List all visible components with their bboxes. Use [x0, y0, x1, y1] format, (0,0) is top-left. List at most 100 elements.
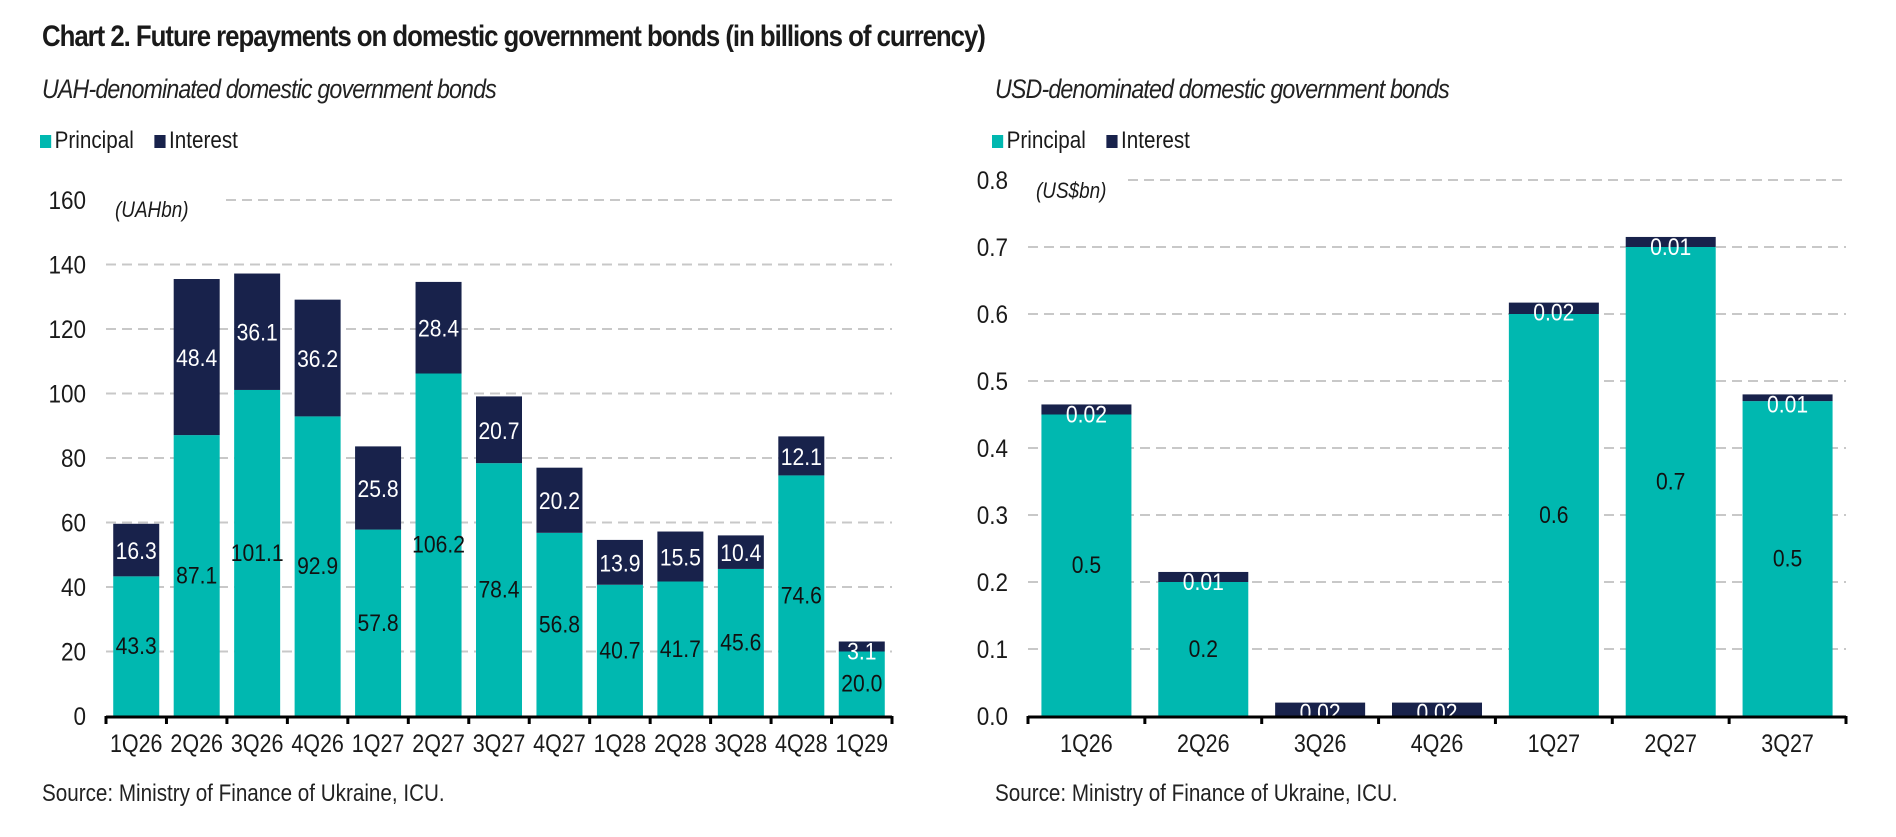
- uah-legend: Principal Interest: [40, 127, 259, 155]
- principal-data-label: 0.6: [1539, 502, 1568, 529]
- principal-bar: [415, 373, 462, 716]
- usd-source-note: Source: Ministry of Finance of Ukraine, …: [995, 780, 1398, 807]
- x-tick-label: 3Q28: [715, 729, 768, 757]
- principal-swatch-icon: [40, 134, 52, 148]
- interest-bar: [234, 273, 281, 390]
- interest-bar: [1742, 394, 1833, 402]
- legend-label: Principal: [54, 127, 134, 154]
- x-tick-label: 3Q27: [473, 729, 526, 757]
- principal-bar: [596, 584, 643, 716]
- y-tick-label: 100: [48, 380, 86, 408]
- principal-bar: [838, 651, 885, 716]
- usd-chart-subtitle: USD-denominated domestic government bond…: [995, 74, 1450, 104]
- y-tick-label: 0.0: [977, 703, 1008, 731]
- interest-data-label: 20.2: [539, 488, 580, 515]
- x-tick-label: 3Q26: [231, 729, 284, 757]
- legend-item-principal: Principal: [40, 127, 134, 155]
- principal-bar: [657, 581, 704, 716]
- x-tick-label: 1Q26: [110, 729, 163, 757]
- interest-data-label: 0.02: [1066, 401, 1107, 428]
- principal-data-label: 43.3: [116, 633, 157, 660]
- principal-data-label: 0.2: [1189, 636, 1218, 663]
- interest-data-label: 25.8: [358, 476, 399, 503]
- y-tick-label: 0.3: [977, 502, 1008, 530]
- interest-bar: [1392, 702, 1482, 716]
- x-tick-label: 1Q28: [594, 729, 647, 757]
- interest-data-label: 28.4: [418, 315, 459, 342]
- principal-bar: [778, 475, 825, 716]
- legend-label: Interest: [169, 127, 238, 154]
- x-tick-label: 3Q27: [1761, 729, 1814, 757]
- y-tick-label: 60: [61, 509, 86, 537]
- x-tick-label: 4Q26: [1411, 729, 1464, 757]
- uah-source-note: Source: Ministry of Finance of Ukraine, …: [42, 780, 445, 807]
- legend-label: Interest: [1121, 127, 1190, 154]
- y-tick-label: 20: [61, 638, 86, 666]
- unit-label: (US$bn): [1036, 179, 1106, 204]
- principal-data-label: 78.4: [478, 576, 519, 603]
- y-tick-label: 80: [61, 445, 86, 473]
- interest-data-label: 0.02: [1533, 299, 1574, 326]
- principal-bar: [355, 529, 402, 716]
- interest-data-label: 16.3: [116, 538, 157, 565]
- principal-swatch-icon: [992, 134, 1004, 148]
- uah-chart: 0 20 40 60 80 100 120 140 160 (UAHbn) 43.3 16.3 1Q26…: [48, 187, 894, 757]
- principal-bar: [294, 416, 341, 716]
- x-tick-label: 4Q27: [533, 729, 586, 757]
- interest-data-label: 3.1: [847, 638, 876, 665]
- principal-bar: [1158, 582, 1249, 716]
- principal-data-label: 56.8: [539, 611, 580, 638]
- interest-swatch-icon: [1106, 134, 1118, 148]
- legend-label: Principal: [1006, 127, 1086, 154]
- principal-data-label: 40.7: [599, 637, 640, 664]
- y-tick-label: 0.5: [977, 368, 1008, 396]
- principal-data-label: 0.7: [1656, 468, 1685, 495]
- principal-data-label: 57.8: [358, 610, 399, 637]
- interest-bar: [778, 436, 825, 476]
- interest-bar: [476, 396, 522, 464]
- principal-bar: [234, 389, 281, 716]
- usd-legend: Principal Interest: [992, 127, 1211, 155]
- legend-item-interest: Interest: [154, 127, 238, 155]
- principal-data-label: 92.9: [297, 553, 338, 580]
- principal-data-label: 20.0: [841, 671, 882, 698]
- principal-bar: [1041, 414, 1132, 716]
- interest-data-label: 48.4: [176, 345, 217, 372]
- interest-data-label: 36.2: [297, 346, 338, 373]
- y-tick-label: 40: [61, 574, 86, 602]
- interest-bar: [838, 641, 885, 652]
- x-tick-label: 4Q26: [291, 729, 344, 757]
- interest-data-label: 0.01: [1183, 569, 1224, 596]
- interest-data-label: 15.5: [660, 544, 701, 571]
- interest-bar: [657, 531, 704, 582]
- principal-bar: [1742, 401, 1833, 716]
- principal-data-label: 45.6: [720, 629, 761, 656]
- interest-data-label: 12.1: [781, 444, 822, 471]
- legend-item-principal: Principal: [992, 127, 1086, 155]
- interest-data-label: 20.7: [478, 418, 519, 445]
- x-tick-label: 3Q26: [1294, 729, 1347, 757]
- principal-bar: [476, 463, 522, 716]
- interest-bar: [596, 539, 643, 585]
- principal-data-label: 0.5: [1072, 552, 1101, 579]
- chart-title: Chart 2. Future repayments on domestic g…: [42, 20, 986, 53]
- x-tick-label: 1Q27: [352, 729, 405, 757]
- y-tick-label: 160: [48, 187, 86, 215]
- principal-data-label: 74.6: [781, 582, 822, 609]
- interest-swatch-icon: [154, 134, 166, 148]
- legend-item-interest: Interest: [1106, 127, 1190, 155]
- interest-data-label: 0.01: [1650, 234, 1691, 261]
- principal-data-label: 101.1: [231, 540, 284, 567]
- y-tick-label: 0.7: [977, 234, 1008, 262]
- principal-bar: [717, 568, 764, 716]
- x-tick-label: 2Q26: [1177, 729, 1230, 757]
- interest-bar: [1508, 302, 1599, 314]
- y-tick-label: 0.2: [977, 569, 1008, 597]
- y-tick-label: 0: [73, 703, 86, 731]
- principal-data-label: 87.1: [176, 562, 217, 589]
- x-tick-label: 2Q26: [170, 729, 223, 757]
- uah-chart-subtitle: UAH-denominated domestic government bond…: [42, 74, 497, 104]
- y-tick-label: 120: [48, 316, 86, 344]
- x-tick-label: 1Q29: [835, 729, 888, 757]
